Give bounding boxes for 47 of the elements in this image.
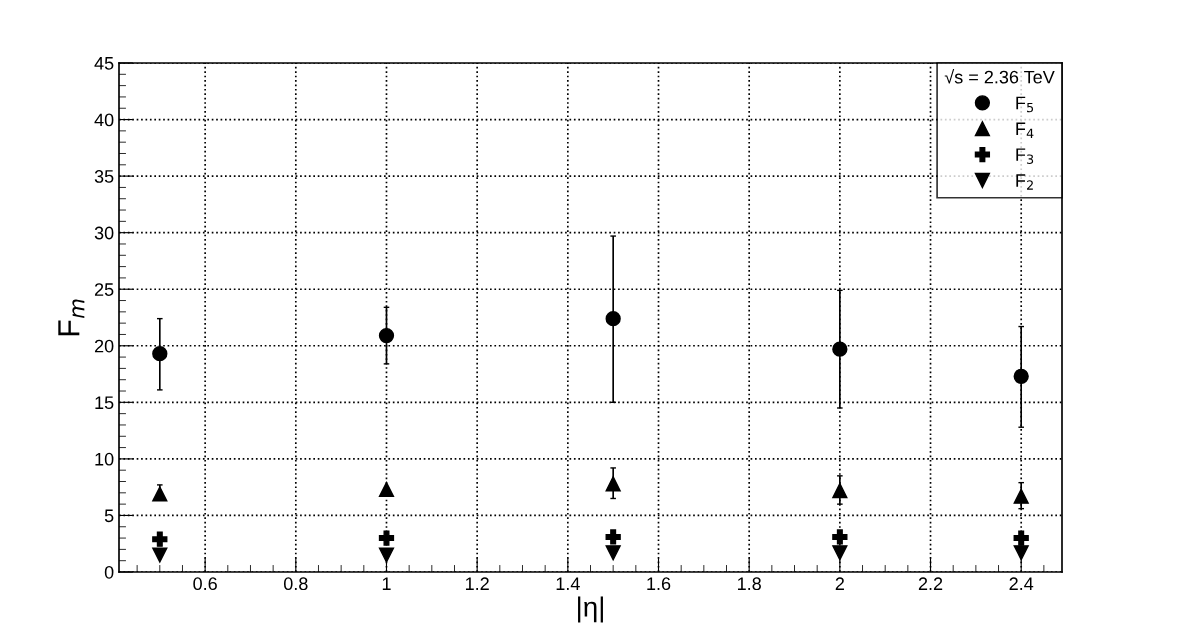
x-tick-label: 1.4 — [556, 577, 580, 590]
y-axis-title: F$_{m}$ — [58, 299, 85, 336]
point — [152, 547, 168, 563]
y-tick-label: 5 — [104, 509, 114, 523]
x-axis-title: |η| — [578, 596, 603, 623]
legend-title: √s = 2.36 TeV — [944, 69, 1055, 84]
x-tick-label: 1.8 — [738, 577, 761, 591]
y-tick-label: 15 — [95, 396, 114, 410]
point — [378, 327, 395, 344]
x-tick-label: 1.6 — [647, 577, 671, 591]
y-tick-label: 30 — [94, 226, 114, 240]
legend-label: F$_{2}$ — [1016, 174, 1033, 190]
y-tick-label: 40 — [94, 113, 114, 127]
y-tick-label: 45 — [94, 57, 114, 70]
x-tick-label: 1 — [382, 577, 391, 590]
point — [605, 545, 621, 561]
x-tick-label: 2.2 — [918, 577, 943, 590]
point — [1013, 368, 1029, 384]
point — [605, 310, 621, 327]
point — [378, 481, 395, 498]
x-tick-label: 0.8 — [283, 577, 308, 591]
legend-label: F$_{3}$ — [1016, 148, 1034, 164]
point — [1013, 530, 1029, 546]
point — [1013, 545, 1029, 561]
legend-label: F$_{4}$ — [1016, 122, 1034, 138]
y-tick-label: 20 — [94, 339, 114, 353]
point — [152, 531, 168, 547]
point — [378, 547, 395, 563]
x-tick-label: 1.2 — [465, 577, 489, 590]
y-tick-label: 0 — [104, 565, 114, 579]
y-tick-label: 35 — [94, 170, 114, 183]
x-tick-label: 2 — [835, 577, 844, 590]
point — [152, 346, 168, 362]
point — [605, 476, 621, 492]
legend-label: F$_{5}$ — [1016, 96, 1034, 113]
x-tick-label: 0.6 — [193, 577, 217, 591]
point — [1013, 488, 1029, 504]
y-tick-label: 25 — [94, 283, 114, 296]
point — [832, 529, 848, 545]
x-tick-label: 2.4 — [1009, 577, 1034, 590]
y-tick-label: 10 — [95, 452, 114, 466]
point — [605, 529, 621, 545]
point — [152, 486, 168, 502]
point — [832, 341, 848, 357]
point — [832, 482, 848, 499]
point — [832, 545, 848, 561]
point — [378, 530, 395, 546]
